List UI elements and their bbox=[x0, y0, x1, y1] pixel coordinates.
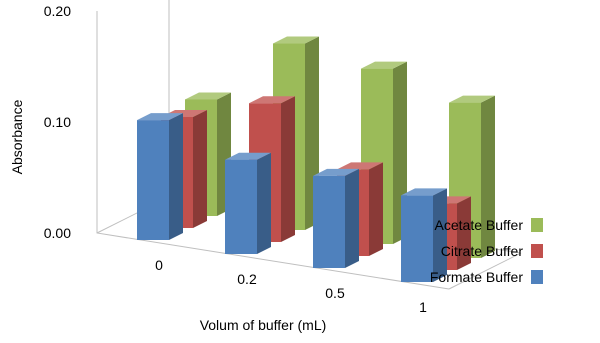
bar-side-face bbox=[481, 95, 495, 258]
legend-item: Citrate Buffer bbox=[441, 243, 543, 259]
chart-labels: 0.00 0.10 0.20 0 0.2 0.5 1 Absorbance Volum of b… bbox=[9, 3, 427, 333]
bar-side-face bbox=[345, 168, 359, 268]
bar-front-face bbox=[225, 159, 257, 254]
bar bbox=[225, 152, 271, 254]
bar bbox=[137, 113, 183, 240]
legend-swatch bbox=[531, 270, 543, 284]
x-tick-label: 0.2 bbox=[237, 271, 257, 287]
bar-side-face bbox=[193, 110, 207, 228]
bar-front-face bbox=[401, 195, 433, 282]
chart-bars bbox=[137, 36, 495, 282]
bar-top-face bbox=[137, 113, 183, 121]
bar bbox=[401, 188, 447, 282]
bar-top-face bbox=[313, 168, 359, 176]
bar-top-face bbox=[185, 92, 231, 100]
legend-item: Formate Buffer bbox=[430, 269, 543, 285]
y-tick-label: 0.20 bbox=[44, 3, 71, 19]
bar-top-face bbox=[401, 188, 447, 196]
bar-side-face bbox=[457, 196, 471, 270]
bar-front-face bbox=[313, 175, 345, 268]
bar-side-face bbox=[257, 152, 271, 254]
legend-item: Acetate Buffer bbox=[435, 217, 543, 233]
x-tick-label: 1 bbox=[419, 299, 427, 315]
y-axis-title: Absorbance bbox=[9, 99, 25, 174]
legend-swatch bbox=[531, 244, 543, 258]
x-axis-title: Volum of buffer (mL) bbox=[200, 317, 327, 333]
legend-swatch bbox=[531, 218, 543, 232]
bar-top-face bbox=[449, 95, 495, 103]
bar-top-face bbox=[249, 96, 295, 104]
bar-side-face bbox=[433, 188, 447, 282]
legend-label: Formate Buffer bbox=[430, 269, 523, 285]
bar bbox=[313, 168, 359, 268]
right-floor-edge bbox=[448, 252, 522, 290]
bar-top-face bbox=[337, 162, 383, 170]
legend-label: Acetate Buffer bbox=[435, 217, 524, 233]
x-tick-label: 0.5 bbox=[325, 285, 345, 301]
x-tick-label: 0 bbox=[155, 257, 163, 273]
bar-front-face bbox=[137, 120, 169, 240]
bar-top-face bbox=[361, 61, 407, 69]
y-tick-label: 0.00 bbox=[44, 225, 71, 241]
bar-side-face bbox=[169, 113, 183, 240]
chart-legend: Acetate Buffer Citrate Buffer Formate Buff… bbox=[430, 217, 543, 285]
legend-label: Citrate Buffer bbox=[441, 243, 524, 259]
bar-side-face bbox=[369, 162, 383, 256]
bar-top-face bbox=[225, 152, 271, 160]
y-tick-label: 0.10 bbox=[44, 114, 71, 130]
bar-side-face bbox=[281, 96, 295, 242]
bar-top-face bbox=[273, 36, 319, 44]
